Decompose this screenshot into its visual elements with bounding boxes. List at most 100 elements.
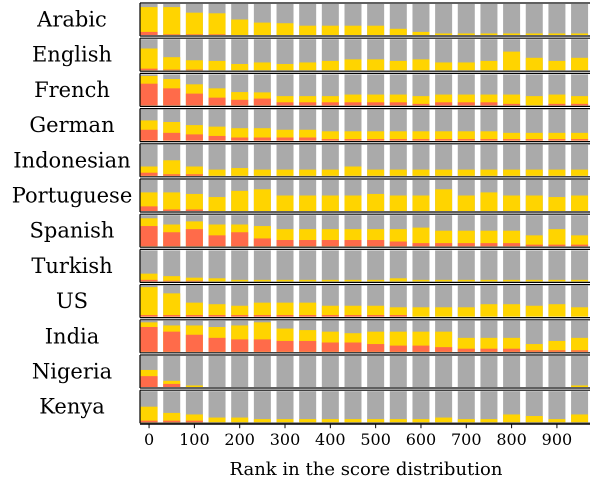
bar-red xyxy=(435,102,453,106)
bar-yellow xyxy=(321,25,339,35)
bar-red xyxy=(140,83,158,106)
bar-red xyxy=(208,97,226,106)
x-axis-title: Rank in the score distribution xyxy=(230,459,503,480)
bar-yellow xyxy=(457,230,475,247)
bar-red xyxy=(548,103,566,106)
bar-yellow xyxy=(321,305,339,317)
bar-red xyxy=(140,68,158,71)
bar-red xyxy=(185,209,203,211)
bar-yellow xyxy=(480,33,498,35)
bar-gray xyxy=(548,4,566,35)
bar-yellow xyxy=(208,60,226,71)
bar-yellow xyxy=(571,195,589,211)
x-tick-label: 800 xyxy=(496,430,527,449)
row-label: German xyxy=(29,113,114,137)
bar-yellow xyxy=(548,94,566,106)
bar-red xyxy=(457,102,475,106)
bar-gray xyxy=(299,356,317,387)
bar-red xyxy=(185,420,203,423)
bar-red xyxy=(571,139,589,141)
bar-red xyxy=(208,135,226,141)
bar-yellow xyxy=(344,166,362,176)
bar-red xyxy=(457,348,475,352)
bar-gray xyxy=(571,144,589,176)
bar-yellow xyxy=(163,276,181,282)
bar-yellow xyxy=(503,132,521,141)
x-tick-label: 300 xyxy=(270,430,301,449)
bar-gray xyxy=(548,144,566,176)
bar-gray xyxy=(389,250,407,282)
bar-yellow xyxy=(503,195,521,211)
bar-gray xyxy=(367,250,385,282)
panel-india: India xyxy=(45,319,590,354)
bar-yellow xyxy=(503,337,521,352)
bar-red xyxy=(185,93,203,106)
bar-yellow xyxy=(231,190,249,211)
panel-indonesian: Indonesian xyxy=(13,143,590,178)
bar-yellow xyxy=(163,412,181,423)
bar-red xyxy=(185,69,203,71)
bar-red xyxy=(276,102,294,106)
bar-yellow xyxy=(321,96,339,106)
bar-yellow xyxy=(389,28,407,35)
bar-red xyxy=(208,337,226,352)
bar-gray xyxy=(480,391,498,423)
bar-yellow xyxy=(344,279,362,282)
rows-layer: Arabic English French German Indonesian Portu… xyxy=(12,2,590,424)
bar-red xyxy=(571,244,589,247)
bar-red xyxy=(548,350,566,352)
bar-yellow xyxy=(185,414,203,423)
bar-red xyxy=(253,339,271,352)
x-tick-label: 100 xyxy=(179,430,210,449)
bar-red xyxy=(321,139,339,141)
bar-red xyxy=(299,340,317,352)
bar-yellow xyxy=(344,131,362,141)
bar-yellow xyxy=(571,169,589,176)
bar-yellow xyxy=(480,94,498,106)
bar-gray xyxy=(480,4,498,35)
bar-gray xyxy=(548,391,566,423)
bar-yellow xyxy=(412,59,430,71)
bar-red xyxy=(548,244,566,247)
bar-yellow xyxy=(367,419,385,423)
bar-red xyxy=(480,243,498,247)
bar-gray xyxy=(299,391,317,423)
bar-red xyxy=(412,243,430,247)
bar-yellow xyxy=(571,307,589,317)
bar-yellow xyxy=(435,94,453,106)
bar-yellow xyxy=(503,169,521,176)
bar-yellow xyxy=(525,279,543,282)
bar-yellow xyxy=(435,189,453,211)
bar-gray xyxy=(412,356,430,387)
bar-gray xyxy=(435,39,453,71)
bar-yellow xyxy=(276,96,294,106)
bar-red xyxy=(231,339,249,352)
row-label: Turkish xyxy=(31,254,112,278)
bar-red xyxy=(321,102,339,106)
bar-gray xyxy=(389,391,407,423)
bar-yellow xyxy=(140,273,158,282)
x-tick-label: 200 xyxy=(224,430,255,449)
bar-gray xyxy=(457,144,475,176)
bar-gray xyxy=(435,4,453,35)
bar-red xyxy=(231,232,249,247)
bar-gray xyxy=(253,356,271,387)
bar-red xyxy=(457,139,475,141)
bar-red xyxy=(140,315,158,317)
bar-yellow xyxy=(548,60,566,71)
bar-red xyxy=(503,139,521,141)
bar-yellow xyxy=(367,169,385,176)
bar-yellow xyxy=(480,279,498,282)
bar-yellow xyxy=(571,57,589,71)
bar-red xyxy=(344,315,362,317)
bar-yellow xyxy=(571,337,589,352)
bar-red xyxy=(435,347,453,352)
bar-yellow xyxy=(208,417,226,423)
bar-yellow xyxy=(503,414,521,423)
bar-gray xyxy=(457,39,475,71)
bar-red xyxy=(163,69,181,71)
bar-red xyxy=(571,103,589,106)
bar-gray xyxy=(548,250,566,282)
bar-gray xyxy=(435,356,453,387)
bar-red xyxy=(571,350,589,352)
